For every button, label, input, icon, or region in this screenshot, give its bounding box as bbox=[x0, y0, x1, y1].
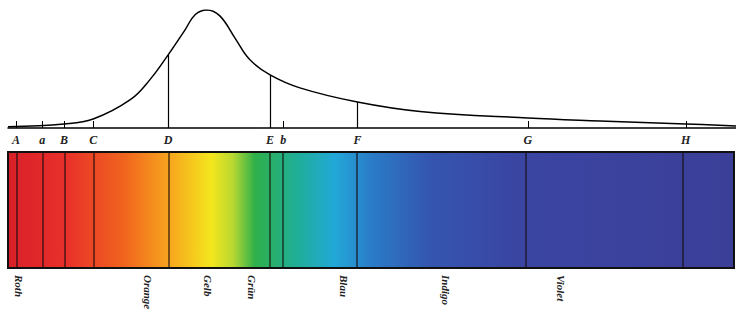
svg-text:Orange: Orange bbox=[142, 275, 154, 309]
svg-text:Violet: Violet bbox=[555, 275, 567, 302]
svg-text:a: a bbox=[39, 133, 45, 147]
svg-text:Indigo: Indigo bbox=[440, 274, 452, 305]
svg-text:H: H bbox=[680, 133, 691, 147]
svg-text:Gelb: Gelb bbox=[202, 275, 214, 297]
svg-text:D: D bbox=[163, 133, 173, 147]
svg-text:A: A bbox=[11, 133, 20, 147]
svg-text:E: E bbox=[265, 133, 274, 147]
svg-text:Roth: Roth bbox=[13, 274, 25, 297]
svg-text:b: b bbox=[280, 133, 286, 147]
svg-text:C: C bbox=[89, 133, 98, 147]
svg-text:Grün: Grün bbox=[246, 275, 258, 299]
svg-text:Blau: Blau bbox=[338, 274, 350, 297]
svg-text:F: F bbox=[352, 133, 361, 147]
svg-text:G: G bbox=[523, 133, 532, 147]
svg-text:B: B bbox=[59, 133, 68, 147]
